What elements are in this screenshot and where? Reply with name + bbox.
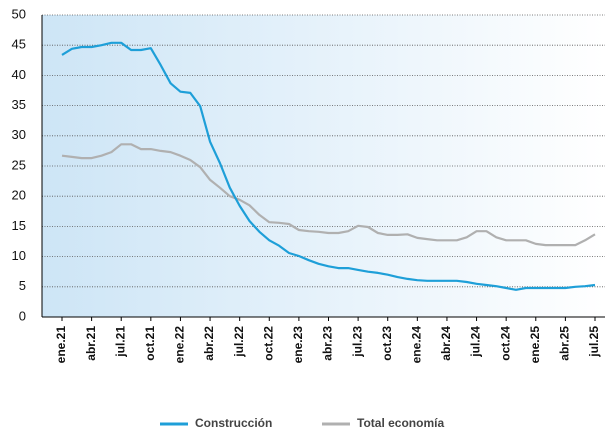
y-tick-label: 30 [12, 127, 26, 142]
x-tick-label: ene.23 [291, 326, 305, 364]
x-tick-label: ene.21 [54, 326, 68, 364]
legend-label: Total economía [357, 416, 444, 430]
y-tick-label: 20 [12, 188, 26, 203]
y-tick-label: 0 [19, 308, 26, 323]
x-tick-label: oct.22 [261, 326, 275, 361]
x-tick-label: jul.24 [469, 326, 483, 358]
y-tick-label: 35 [12, 97, 26, 112]
series-line [61, 143, 596, 247]
series-line [61, 41, 596, 291]
x-tick-label: jul.25 [587, 326, 601, 358]
x-tick-label: jul.21 [113, 326, 127, 358]
x-tick-label: jul.23 [350, 326, 364, 358]
x-tick-label: jul.22 [232, 326, 246, 358]
y-tick-label: 5 [19, 278, 26, 293]
x-tick-label: abr.25 [558, 326, 572, 361]
x-tick-label: abr.22 [202, 326, 216, 361]
y-tick-label: 25 [12, 157, 26, 172]
legend-label: Construcción [195, 416, 272, 430]
plot-background [42, 15, 605, 317]
x-tick-label: abr.24 [439, 326, 453, 361]
y-tick-label: 40 [12, 67, 26, 82]
x-tick-label: abr.21 [84, 326, 98, 361]
x-tick-label: ene.22 [173, 326, 187, 364]
x-tick-label: abr.23 [321, 326, 335, 361]
y-tick-label: 15 [12, 218, 26, 233]
x-tick-label: oct.24 [498, 326, 512, 361]
x-tick-label: ene.24 [410, 326, 424, 364]
x-tick-label: oct.23 [380, 326, 394, 361]
y-tick-label: 10 [12, 248, 26, 263]
y-tick-label: 50 [12, 6, 26, 21]
x-tick-label: ene.25 [528, 326, 542, 364]
y-tick-label: 45 [12, 37, 26, 52]
x-tick-label: oct.21 [143, 326, 157, 361]
